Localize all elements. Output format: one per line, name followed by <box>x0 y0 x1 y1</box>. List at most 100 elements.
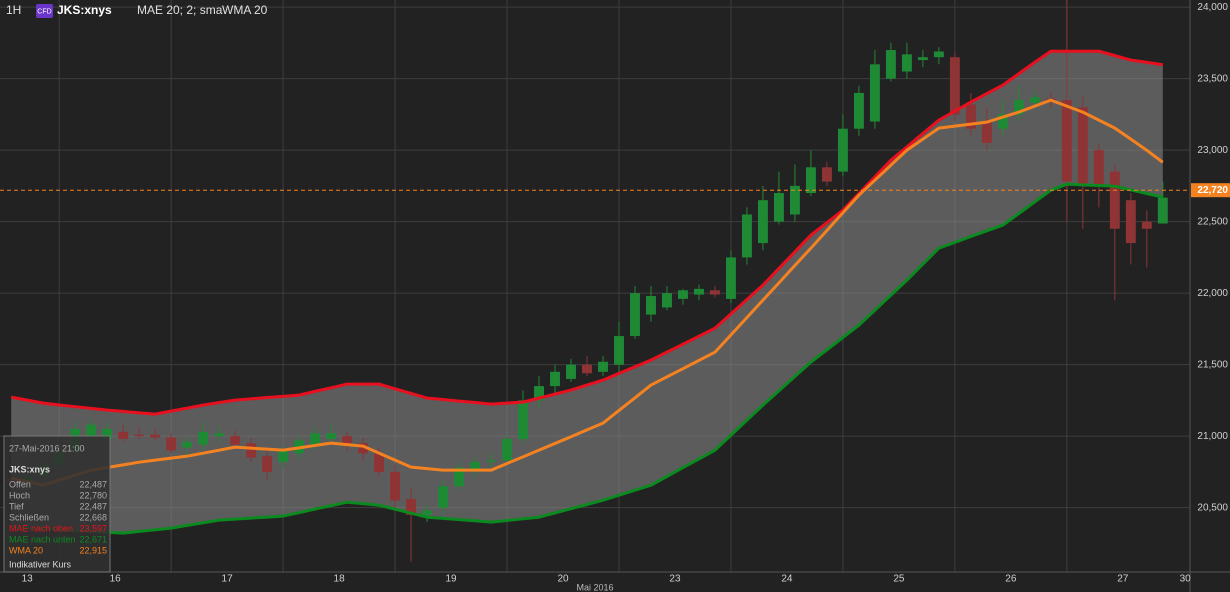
candle-body <box>821 167 832 182</box>
x-tick-label: 16 <box>110 574 122 585</box>
candle-body <box>1077 107 1088 185</box>
candle-body <box>646 296 656 315</box>
candle-body <box>518 400 528 440</box>
candle-body <box>981 121 992 143</box>
indicator: MAE 20; 2; sma <box>137 3 223 17</box>
candle-body <box>422 510 433 515</box>
candle-body <box>566 364 576 379</box>
x-tick-label: 26 <box>1005 574 1017 585</box>
candle-body <box>502 439 512 461</box>
candle-body <box>214 433 225 437</box>
badge-bg <box>36 4 53 18</box>
x-tick-label: 20 <box>557 574 569 585</box>
candle-body <box>757 200 768 244</box>
x-tick-label: 24 <box>781 574 793 585</box>
candle-body <box>1093 150 1104 186</box>
candle-body <box>278 450 289 462</box>
y-tick-label: 23,000 <box>1197 145 1228 156</box>
month-label: Mai 2016 <box>576 582 613 592</box>
candle-body <box>86 424 97 437</box>
candle-body <box>678 290 688 299</box>
candle-body <box>470 461 480 471</box>
candle-body <box>390 471 401 501</box>
candle-body <box>805 167 816 194</box>
tooltip-value: 22,671 <box>79 534 107 544</box>
candle-body <box>869 64 880 122</box>
y-tick-label: 22,500 <box>1197 216 1228 227</box>
candle-body <box>949 57 960 115</box>
x-tick-label: 13 <box>22 574 34 585</box>
x-tick-label: 25 <box>893 574 905 585</box>
indicator: WMA 20 <box>222 3 268 17</box>
x-tick-label: 30 <box>1180 574 1192 585</box>
candle-body <box>134 434 145 437</box>
candle-body <box>1157 197 1168 224</box>
tooltip-value: 23,597 <box>79 523 107 533</box>
candle-body <box>885 50 896 79</box>
y-tick-label: 20,500 <box>1197 502 1228 513</box>
tooltip-value: 22,487 <box>79 479 107 489</box>
candle-body <box>965 104 976 129</box>
tooltip-label: Schließen <box>9 512 49 522</box>
candle-body <box>725 257 736 299</box>
interval: 1H <box>6 3 21 17</box>
x-tick-label: 19 <box>445 574 457 585</box>
band <box>11 51 1163 534</box>
candle-body <box>1013 100 1024 115</box>
tooltip-value: 22,487 <box>79 501 107 511</box>
symbol: JKS:xnys <box>57 3 112 17</box>
y-tick-label: 21,000 <box>1197 431 1228 442</box>
candle-body <box>933 51 944 58</box>
candle-body <box>438 486 449 508</box>
candle-body <box>598 361 608 372</box>
tooltip-value: 22,780 <box>79 490 107 500</box>
candle-body <box>901 54 912 72</box>
last-price-box <box>1191 183 1230 198</box>
y-tick-label: 22,000 <box>1197 288 1228 299</box>
candle-body <box>1061 100 1072 182</box>
tooltip-label: Offen <box>9 479 31 489</box>
tooltip: 27-Mai-2016 21:00 JKS:xnys Indikativer K… <box>3 435 111 573</box>
candle-body <box>694 288 704 295</box>
tooltip-label: MAE nach unten <box>9 534 76 544</box>
candle-body <box>326 433 337 440</box>
y-tick-label: 24,000 <box>1197 2 1228 13</box>
candle-body <box>310 433 321 445</box>
candle-body <box>374 453 385 472</box>
candle-body <box>837 128 848 172</box>
candle-body <box>262 456 273 472</box>
candle-body <box>358 443 369 454</box>
candle-body <box>741 214 752 258</box>
tooltip-date: 27-Mai-2016 21:00 <box>9 443 85 453</box>
candle-body <box>1109 171 1120 229</box>
candle-body <box>1141 221 1152 229</box>
line <box>11 182 1164 535</box>
candle-body <box>118 431 129 440</box>
candle-body <box>582 364 592 374</box>
axes: 20,500 21,000 21,500 22,000 22,500 23,000 23,5… <box>22 2 1230 585</box>
x-tick-label: 27 <box>1117 574 1129 585</box>
candle-body <box>486 460 496 462</box>
candle-body <box>406 499 417 515</box>
candle-body <box>630 293 640 337</box>
candle-body <box>246 443 257 458</box>
tooltip-label: Hoch <box>9 490 30 500</box>
candle-body <box>1029 97 1040 103</box>
candle-body <box>198 431 209 445</box>
candle-body <box>614 336 624 365</box>
candle-body <box>773 193 784 222</box>
tooltip-box <box>3 435 111 573</box>
tooltip-label: Tief <box>9 501 24 511</box>
line <box>10 49 1164 416</box>
candle-body <box>550 371 560 387</box>
last-price-label: 22,720 <box>1197 185 1228 196</box>
candle-body <box>166 437 177 451</box>
candle-body <box>662 293 672 308</box>
x-tick-label: 18 <box>334 574 346 585</box>
candle-body <box>710 290 720 295</box>
candle-body <box>182 441 193 448</box>
y-tick-label: 23,500 <box>1197 73 1228 84</box>
tooltip-footer: Indikativer Kurs <box>9 559 72 569</box>
candle-body <box>789 185 800 215</box>
